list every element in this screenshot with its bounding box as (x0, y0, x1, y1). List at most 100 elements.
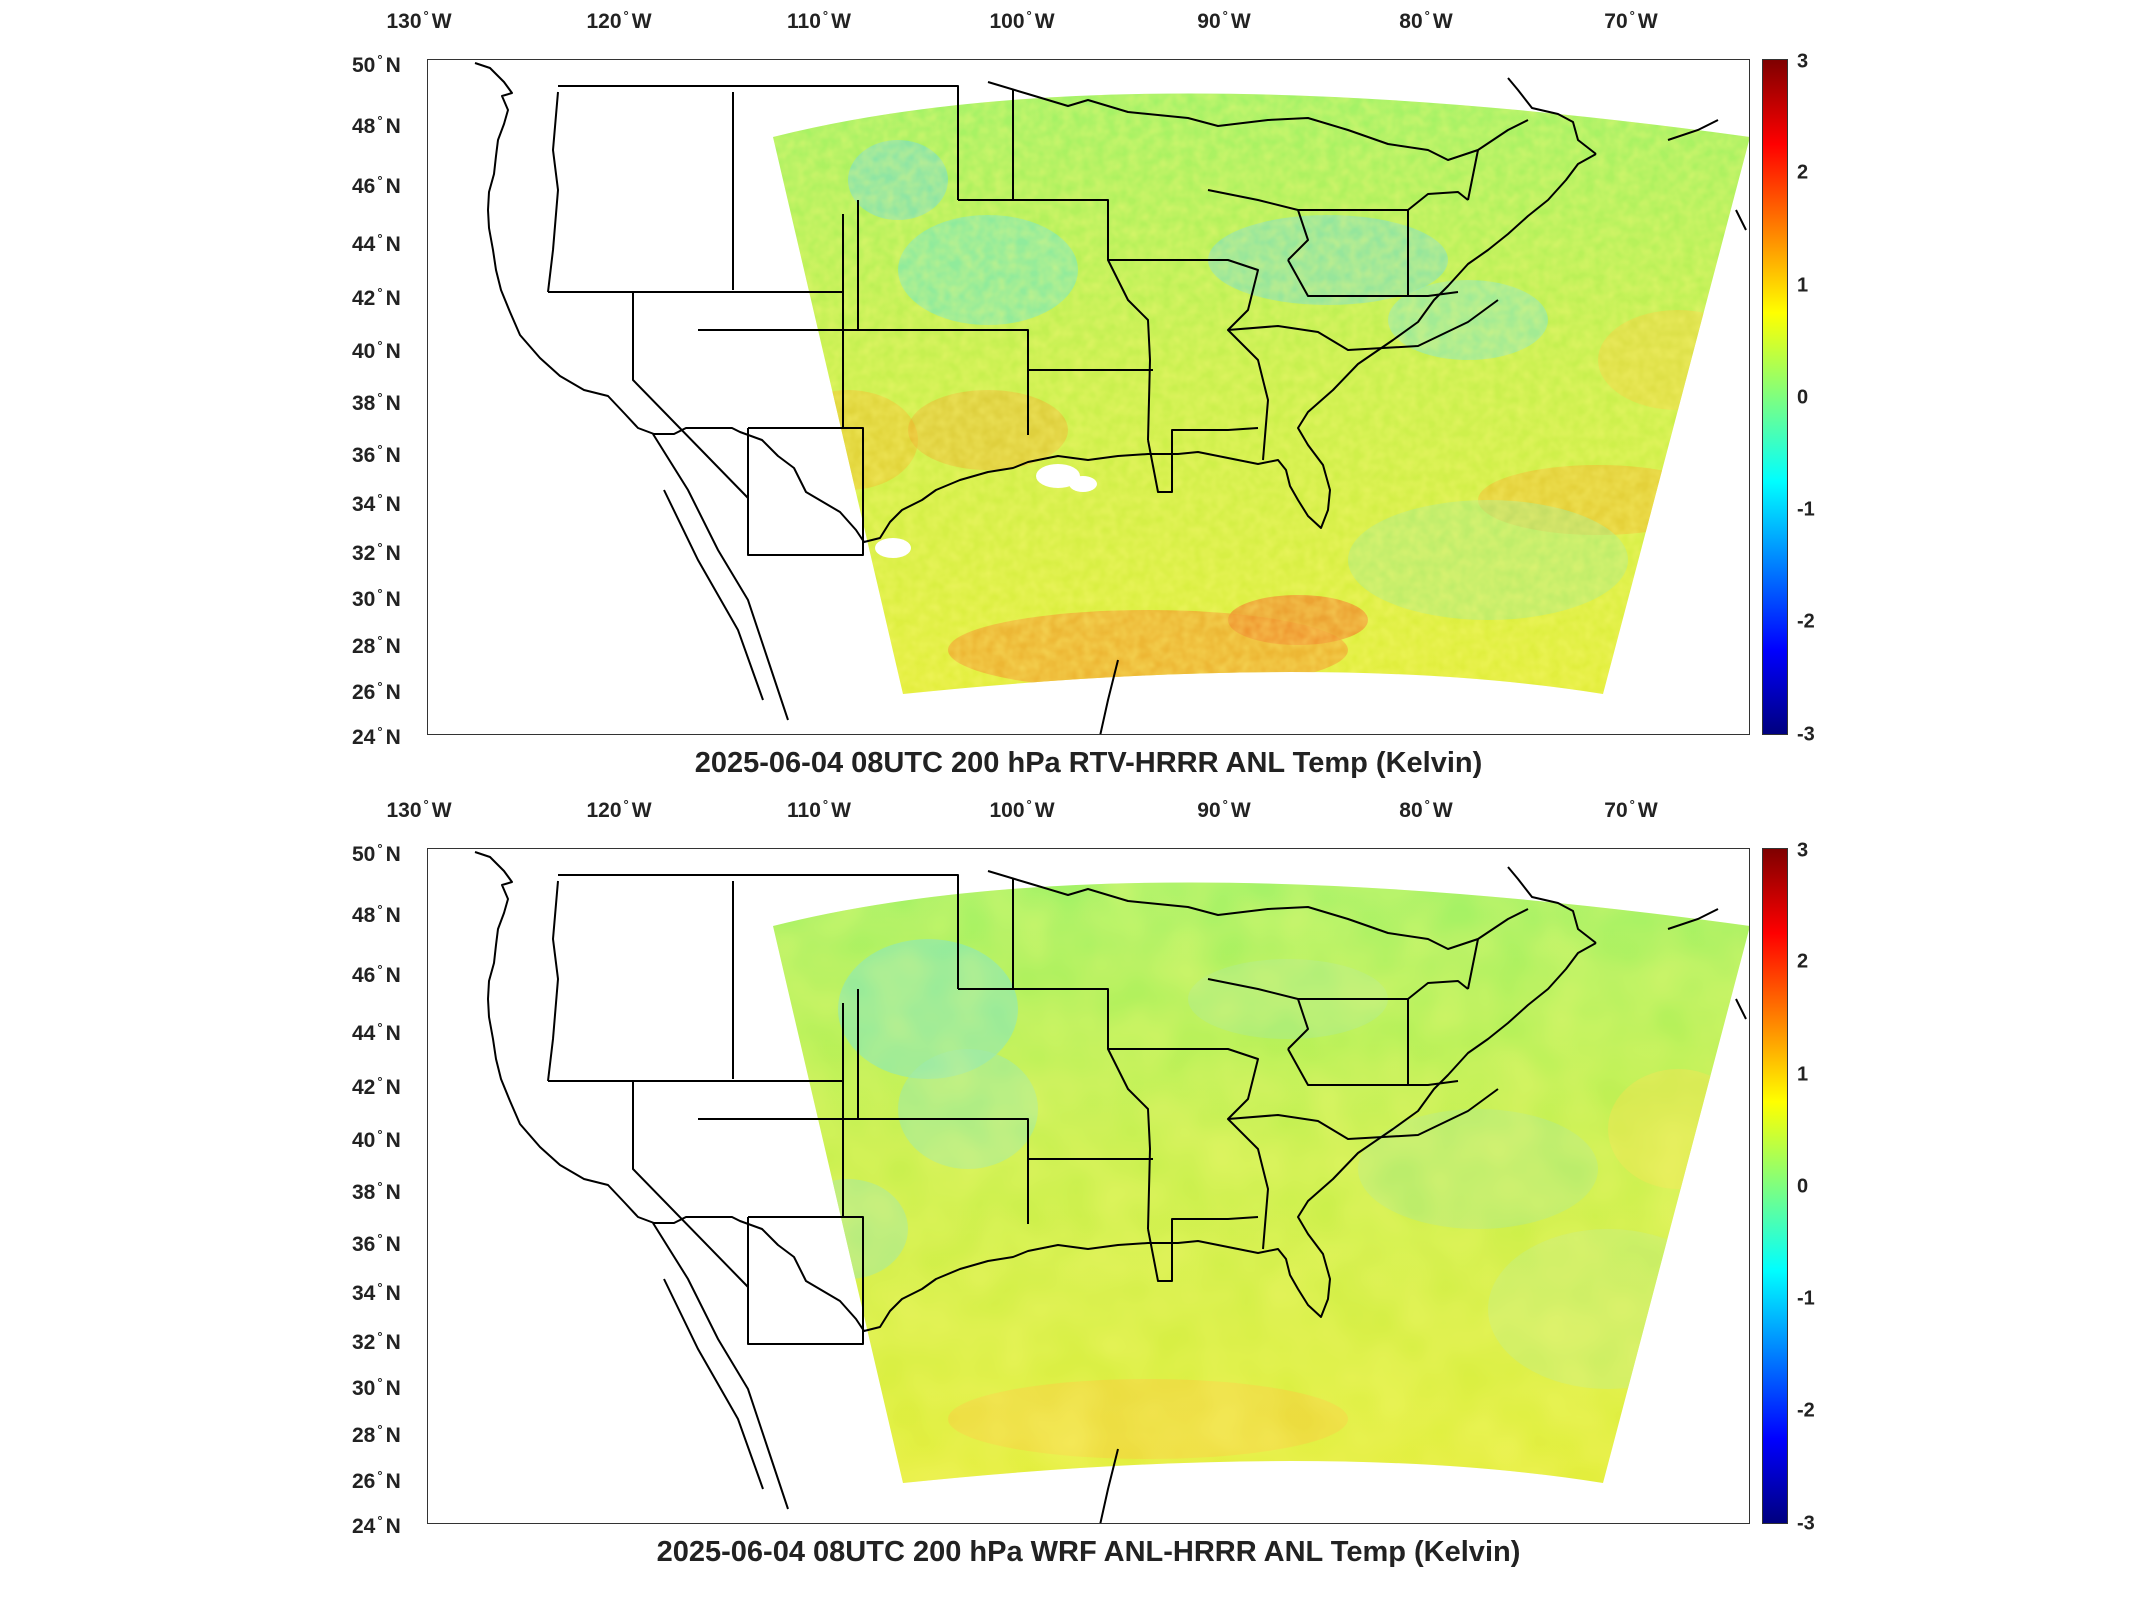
lat-label: 34 ° N (352, 1280, 401, 1306)
lon-label-dir: W (1034, 799, 1055, 822)
missing-data-patch (1069, 476, 1097, 492)
lon-label-dir: W (831, 799, 851, 822)
colorbar-tick-label: 0 (1797, 386, 1809, 409)
lat-label-value: 32 (352, 1331, 376, 1354)
lat-label: 30 ° N (352, 1375, 401, 1401)
lat-label-value: 36 (352, 1233, 376, 1256)
state-boundaries (474, 62, 1597, 556)
lat-label-dir: N (385, 1470, 401, 1493)
degree-symbol: ° (377, 1280, 383, 1295)
lat-label-value: 50 (352, 843, 376, 866)
lat-label-dir: N (385, 287, 401, 310)
degree-symbol: ° (377, 231, 383, 246)
lat-label-dir: N (385, 1377, 401, 1400)
lon-label: 110 ° W (787, 797, 851, 823)
lat-label: 28 ° N (352, 1422, 401, 1448)
state-boundaries (474, 851, 1597, 1345)
lat-label: 48 ° N (352, 113, 401, 139)
lon-label-value: 70 (1604, 799, 1628, 822)
colorbar-tick-label: 3 (1797, 839, 1809, 862)
lat-label-value: 42 (352, 1076, 376, 1099)
map-plot-area (427, 848, 1750, 1524)
lon-label-value: 70 (1604, 10, 1628, 33)
canada-coast (1667, 119, 1747, 231)
lat-label-value: 28 (352, 1424, 376, 1447)
lat-label-dir: N (385, 1181, 401, 1204)
lat-label-dir: N (385, 1331, 401, 1354)
gulf-coast-mexico (1099, 659, 1119, 734)
lat-label: 32 ° N (352, 540, 401, 566)
lat-label-dir: N (385, 542, 401, 565)
colorbar (1762, 848, 1788, 1524)
lat-label: 50 ° N (352, 52, 401, 78)
lon-label-value: 90 (1197, 10, 1221, 33)
lat-label-dir: N (385, 1129, 401, 1152)
lat-label: 40 ° N (352, 1127, 401, 1153)
map-svg (474, 62, 1749, 734)
degree-symbol: ° (377, 52, 383, 67)
colorbar-tick-label: -3 (1797, 723, 1815, 746)
degree-symbol: ° (1026, 797, 1032, 812)
lon-label-value: 90 (1197, 799, 1221, 822)
lat-label-value: 44 (352, 233, 376, 256)
lat-label-value: 24 (352, 1515, 376, 1538)
lon-label: 90 ° W (1197, 797, 1250, 823)
anomaly-field (773, 93, 1749, 694)
lat-label: 30 ° N (352, 586, 401, 612)
colorbar-tick-label: -3 (1797, 1512, 1815, 1535)
lon-label: 120 ° W (586, 8, 651, 34)
mexico-coast (652, 433, 789, 721)
lat-label-value: 32 (352, 542, 376, 565)
lat-label-value: 48 (352, 115, 376, 138)
colorbar-tick-label: -1 (1797, 1287, 1815, 1310)
mexico-coast (652, 1222, 789, 1510)
lon-label: 90 ° W (1197, 8, 1250, 34)
degree-symbol: ° (377, 1513, 383, 1528)
lat-label-dir: N (385, 54, 401, 77)
degree-symbol: ° (1629, 797, 1635, 812)
lat-label: 38 ° N (352, 390, 401, 416)
degree-symbol: ° (377, 338, 383, 353)
degree-symbol: ° (377, 285, 383, 300)
colorbar-tick-label: 2 (1797, 161, 1809, 184)
lat-label-dir: N (385, 340, 401, 363)
lat-label: 48 ° N (352, 902, 401, 928)
lat-label: 36 ° N (352, 442, 401, 468)
degree-symbol: ° (377, 586, 383, 601)
lat-label: 24 ° N (352, 724, 401, 750)
lon-label-value: 130 (386, 799, 422, 822)
map-plot-area (427, 59, 1750, 735)
lat-label-dir: N (385, 444, 401, 467)
lat-label: 50 ° N (352, 841, 401, 867)
degree-symbol: ° (377, 1231, 383, 1246)
lat-label-dir: N (385, 1022, 401, 1045)
colorbar-tick-label: 0 (1797, 1175, 1809, 1198)
lon-label-value: 110 (787, 799, 821, 822)
lat-label: 44 ° N (352, 1020, 401, 1046)
lat-label-value: 44 (352, 1022, 376, 1045)
lat-label-value: 38 (352, 1181, 376, 1204)
colorbar-tick-label: -2 (1797, 610, 1815, 633)
lat-label-dir: N (385, 233, 401, 256)
lat-label-dir: N (385, 843, 401, 866)
canada-coast (1667, 908, 1747, 1020)
degree-symbol: ° (377, 1422, 383, 1437)
lon-label-value: 80 (1399, 10, 1423, 33)
degree-symbol: ° (423, 8, 429, 23)
lon-label-value: 110 (787, 10, 821, 33)
lat-label-value: 26 (352, 1470, 376, 1493)
anomaly-field (773, 882, 1749, 1483)
lat-label-value: 46 (352, 964, 376, 987)
lat-label: 28 ° N (352, 633, 401, 659)
degree-symbol: ° (423, 797, 429, 812)
gulf-coast-mexico (1099, 1448, 1119, 1523)
lat-label: 44 ° N (352, 231, 401, 257)
degree-symbol: ° (377, 173, 383, 188)
colorbar-tick-label: 2 (1797, 950, 1809, 973)
degree-symbol: ° (377, 491, 383, 506)
degree-symbol: ° (822, 797, 829, 812)
lon-label-dir: W (1230, 10, 1251, 33)
degree-symbol: ° (377, 1375, 383, 1390)
lat-label-dir: N (385, 1515, 401, 1538)
lat-label-dir: N (385, 588, 401, 611)
